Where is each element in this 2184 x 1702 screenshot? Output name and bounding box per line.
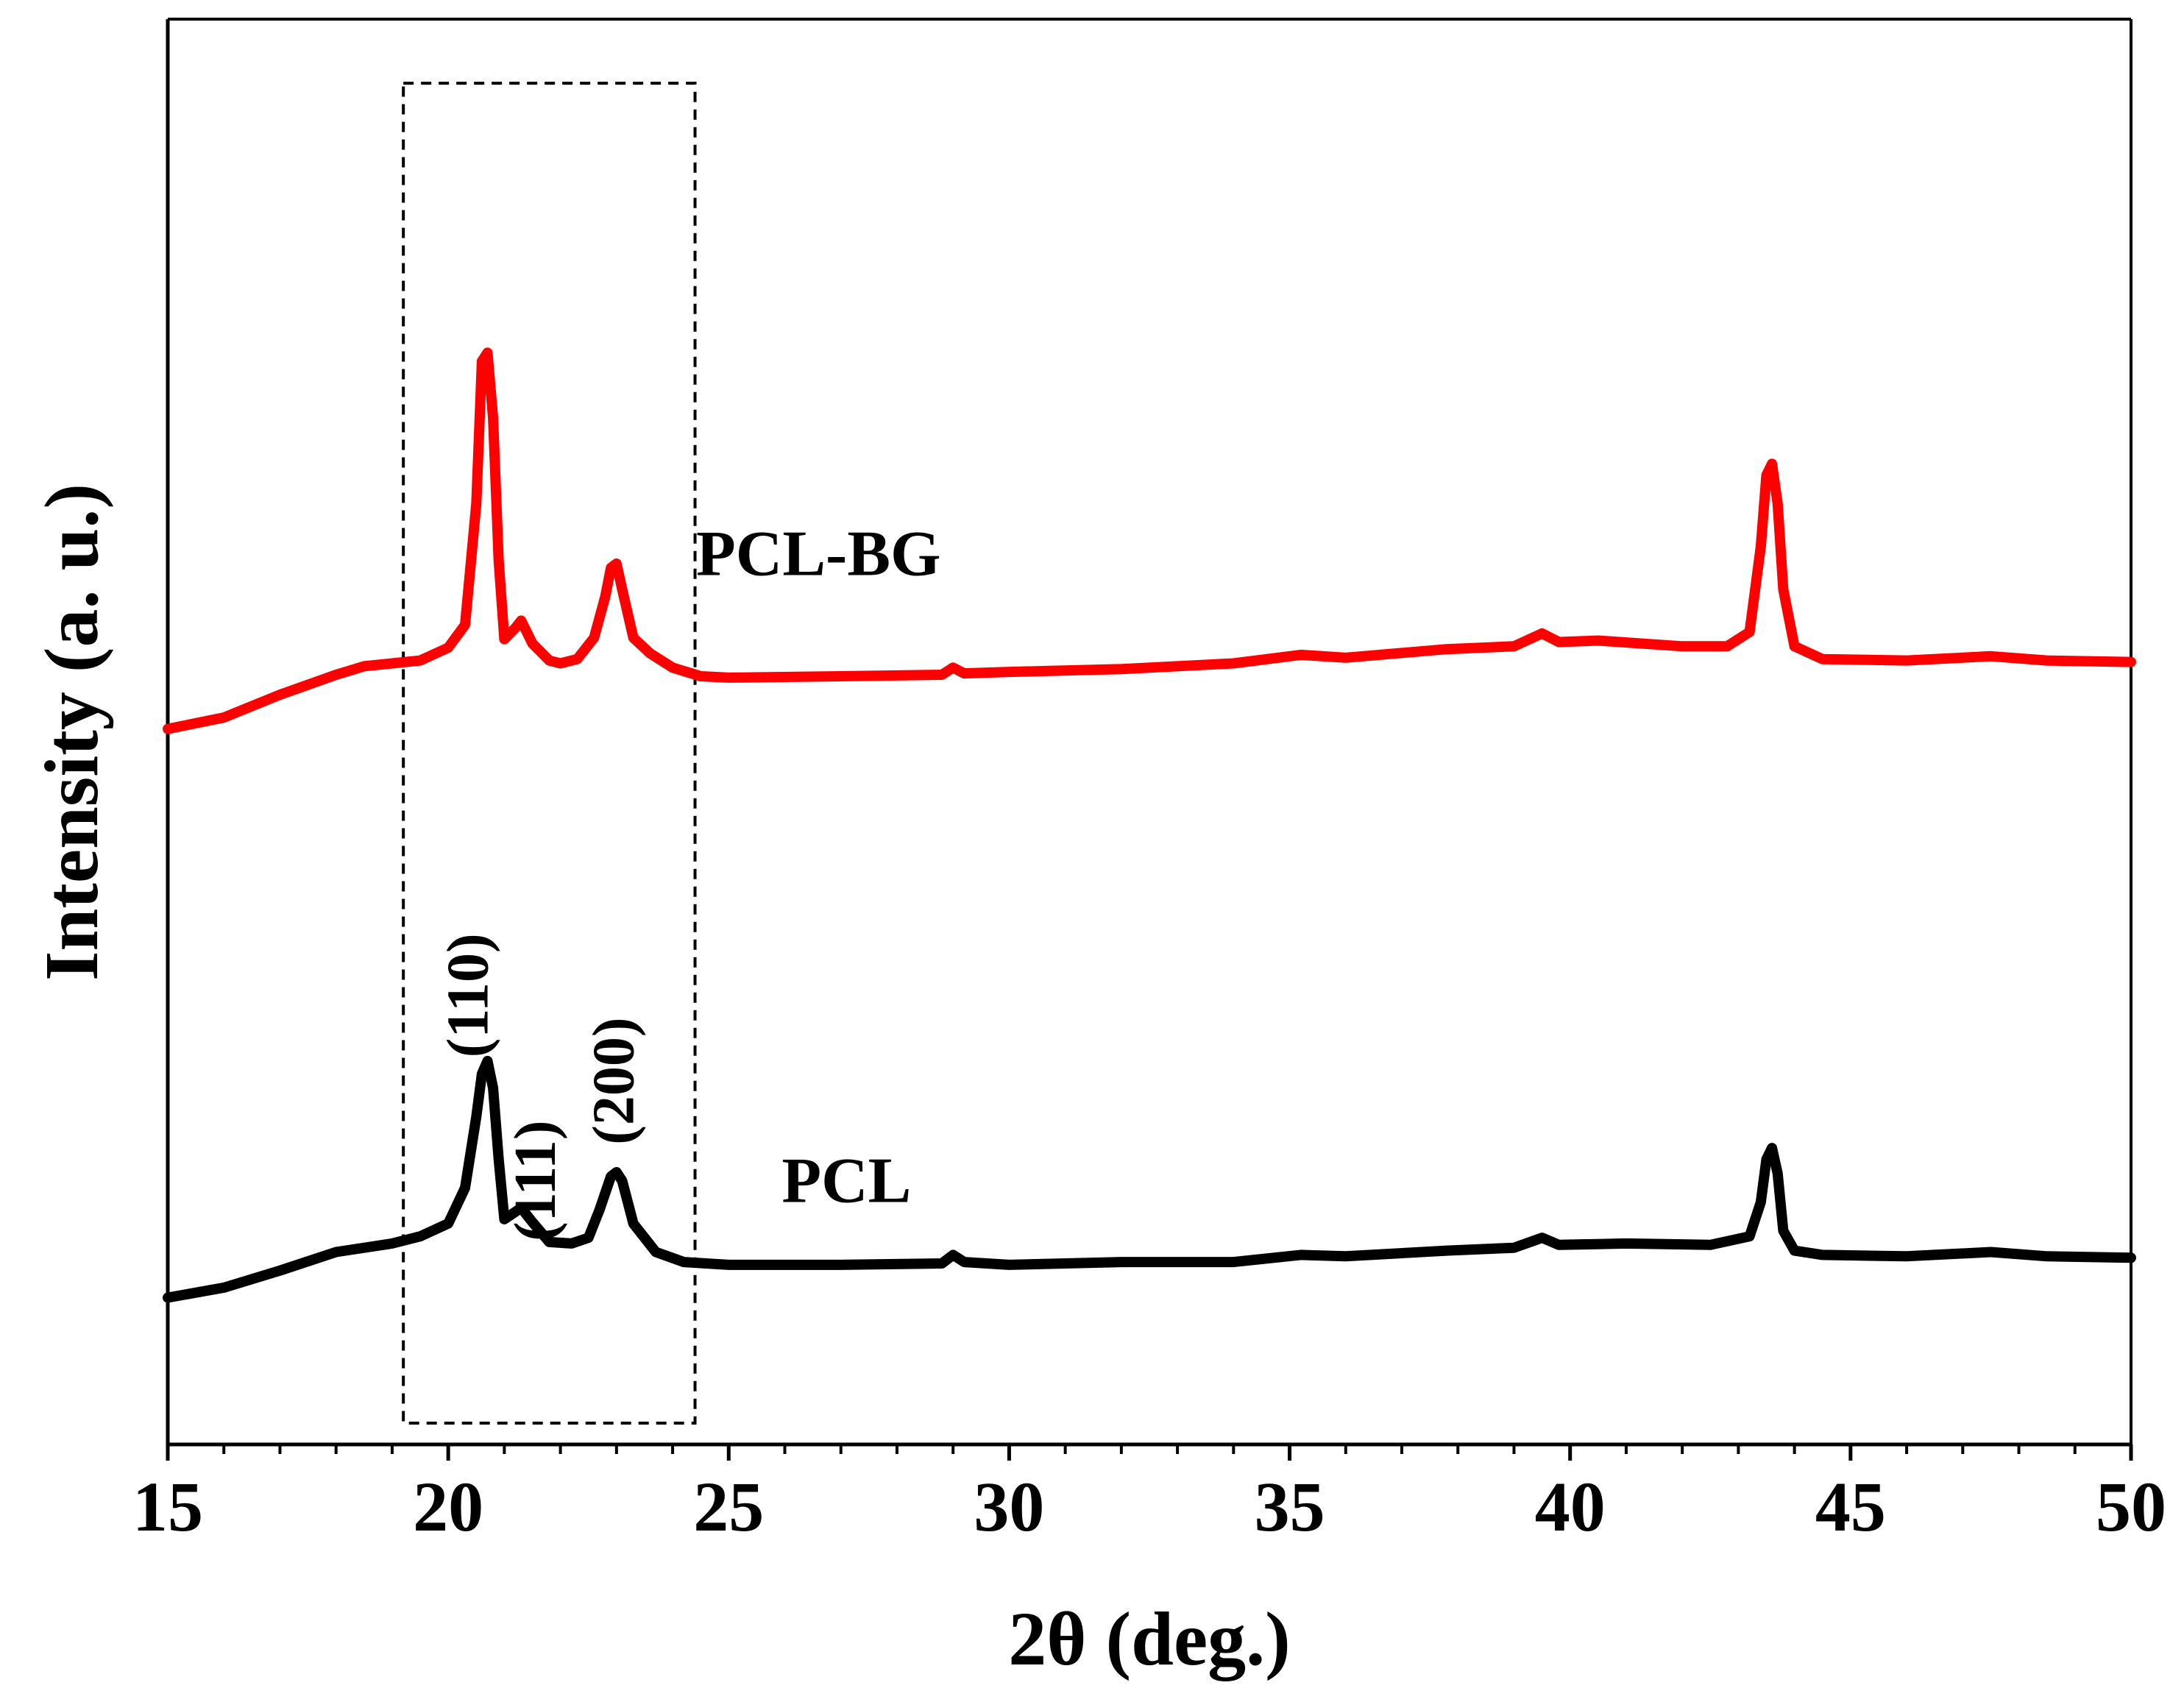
peak-annotation: (111): [503, 1120, 568, 1241]
x-tick-label: 45: [1815, 1467, 1886, 1546]
x-axis-label: 2θ (deg.): [1008, 1597, 1291, 1681]
plot-frame: [166, 18, 2132, 1447]
peak-annotation: (110): [436, 933, 501, 1057]
label-layer: PCL-BG PCL (110)(111)(200): [436, 518, 941, 1241]
dashed-highlight-box: [402, 82, 697, 1425]
y-axis-label: Intensity (a. u.): [29, 483, 114, 981]
x-tick-label: 20: [413, 1467, 483, 1546]
x-tick-label: 25: [693, 1467, 764, 1546]
series-label-pcl-bg: PCL-BG: [696, 518, 940, 589]
series-line-pcl: [163, 1055, 2136, 1303]
x-tick-label: 35: [1255, 1467, 1325, 1546]
x-tick-label: 15: [132, 1467, 203, 1546]
series-line-pcl-bg: [163, 347, 2136, 734]
series-layer: [163, 347, 2136, 1303]
x-tick-label: 40: [1535, 1467, 1606, 1546]
x-tick-label: 30: [974, 1467, 1044, 1546]
highlight-box-layer: [402, 82, 697, 1425]
peak-annotation: (200): [582, 1017, 647, 1144]
series-label-pcl: PCL: [781, 1146, 911, 1217]
x-axis-tick-labels: 15 20 25 30 35 40 45 50: [132, 1467, 2166, 1546]
x-axis-ticks: [166, 1444, 2133, 1461]
x-tick-label: 50: [2096, 1467, 2166, 1546]
